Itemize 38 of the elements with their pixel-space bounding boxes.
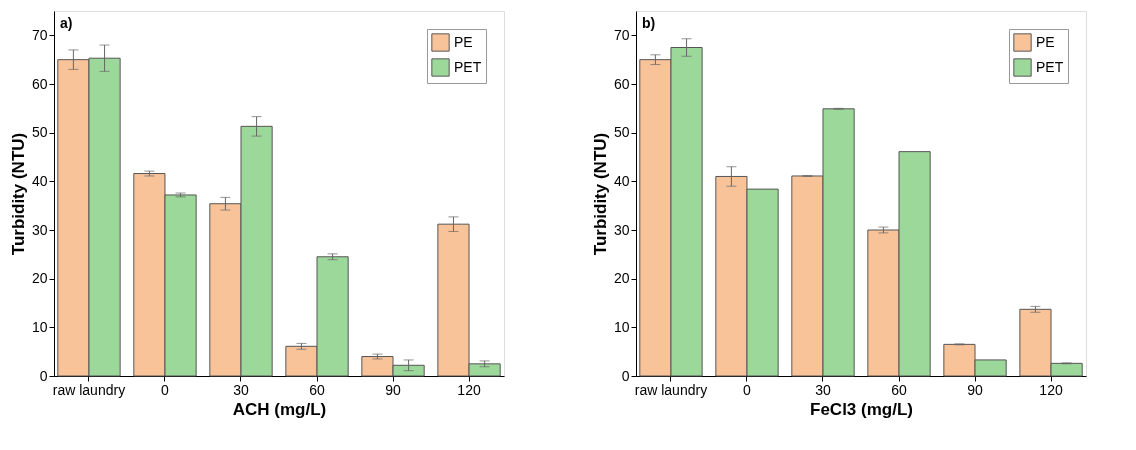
x-tick-label: 30 — [233, 381, 249, 398]
legend-label: PE — [454, 33, 473, 50]
y-tick-label: 40 — [31, 172, 48, 189]
x-tick-label: raw laundry — [634, 381, 708, 398]
y-tick-label: 30 — [31, 221, 48, 238]
annotation: b) — [642, 15, 656, 31]
x-axis-title: ACH (mg/L) — [232, 399, 327, 419]
y-tick-label: 0 — [621, 367, 630, 384]
y-tick-label: 30 — [613, 221, 630, 238]
x-tick-label: 90 — [967, 381, 984, 398]
y-tick-label: 70 — [613, 26, 630, 43]
y-tick-label: 70 — [31, 26, 48, 43]
x-tick-label: 120 — [1039, 381, 1063, 398]
x-tick-label: 90 — [385, 381, 402, 398]
y-tick-label: 50 — [31, 124, 48, 141]
y-tick-label: 0 — [39, 367, 48, 384]
x-tick-label: 30 — [815, 381, 831, 398]
x-axis-title: FeCl3 (mg/L) — [810, 399, 913, 419]
y-tick-label: 50 — [613, 124, 630, 141]
y-tick-label: 60 — [613, 75, 630, 92]
y-axis-title: Turbidity (NTU) — [590, 132, 610, 256]
y-tick-label: 10 — [31, 318, 48, 335]
x-tick-label: 0 — [743, 381, 752, 398]
annotation: a) — [60, 15, 73, 31]
y-tick-label: 10 — [613, 318, 630, 335]
legend-label: PE — [1036, 33, 1055, 50]
x-tick-label: raw laundry — [52, 381, 126, 398]
x-tick-label: 0 — [161, 381, 170, 398]
x-tick-label: 60 — [309, 381, 325, 398]
y-tick-label: 20 — [31, 270, 48, 287]
x-tick-label: 60 — [891, 381, 907, 398]
y-tick-label: 60 — [31, 75, 48, 92]
y-axis-title: Turbidity (NTU) — [8, 132, 28, 256]
y-tick-label: 40 — [613, 172, 630, 189]
legend-label: PET — [1036, 58, 1064, 75]
y-tick-label: 20 — [613, 270, 630, 287]
x-tick-label: 120 — [457, 381, 481, 398]
legend-label: PET — [454, 58, 482, 75]
